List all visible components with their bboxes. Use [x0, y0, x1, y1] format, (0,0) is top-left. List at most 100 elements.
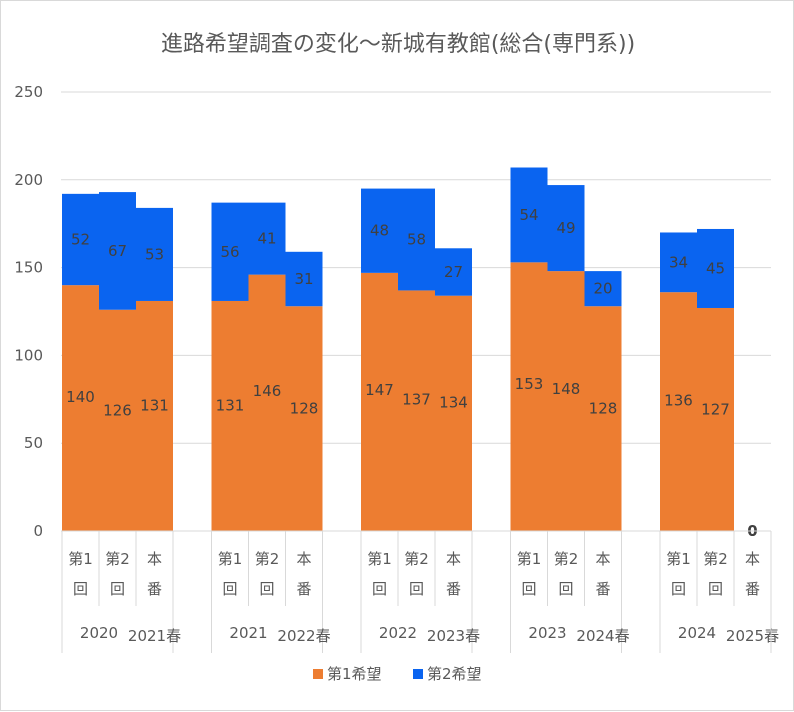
y-tick-label-200: 200 [14, 171, 43, 189]
legend: 第1希望 第2希望 [313, 665, 482, 683]
group-year-label: 2023 [528, 624, 566, 642]
bar-first-choice [584, 306, 622, 531]
category-label-top: 第2 [703, 550, 728, 568]
bar-second-choice [660, 232, 697, 293]
category-label-bottom: 回 [708, 580, 723, 598]
group-exam-label: 2021春 [128, 627, 181, 645]
legend-swatch-second-choice [413, 669, 423, 679]
bar-first-choice [62, 285, 99, 531]
category-label-top: 本 [745, 550, 760, 568]
data-label-second-choice: 54 [519, 206, 538, 224]
bar-second-choice [211, 202, 249, 301]
bar-second-choice [435, 248, 472, 296]
data-label-second-choice: 48 [370, 222, 389, 240]
category-label-bottom: 回 [521, 580, 536, 598]
data-label-first-choice: 153 [515, 375, 544, 393]
category-label-bottom: 回 [110, 580, 125, 598]
bar-second-choice [99, 192, 136, 310]
group-year-label: 2020 [80, 624, 118, 642]
data-label-second-choice: 27 [444, 263, 463, 281]
data-label-first-choice: 128 [290, 399, 319, 417]
bar-first-choice [398, 290, 435, 531]
category-label-top: 第2 [554, 550, 579, 568]
bar-first-choice [435, 295, 472, 531]
y-tick-label-0: 0 [33, 522, 43, 540]
data-label-second-choice: 34 [669, 253, 688, 271]
category-label-bottom: 回 [409, 580, 424, 598]
category-label-top: 第2 [255, 550, 280, 568]
group-year-label: 2021 [229, 624, 267, 642]
bar-first-choice [136, 300, 173, 531]
bar-first-choice [248, 274, 286, 531]
bar-first-choice [285, 306, 323, 531]
legend-swatch-first-choice [313, 669, 323, 679]
data-label-first-choice: 131 [216, 396, 245, 414]
data-label-second-choice: 31 [294, 270, 313, 288]
category-label-top: 本 [147, 550, 162, 568]
bar-first-choice [547, 271, 585, 531]
group-exam-label: 2022春 [277, 627, 330, 645]
category-label-bottom: 番 [446, 580, 461, 598]
category-label-bottom: 番 [147, 580, 162, 598]
bar-second-choice [510, 167, 548, 263]
data-label-second-choice: 52 [71, 231, 90, 249]
category-label-top: 第1 [517, 550, 542, 568]
bar-first-choice [697, 307, 734, 531]
category-label-top: 第1 [68, 550, 93, 568]
data-label-first-choice: 147 [365, 381, 394, 399]
category-label-bottom: 回 [372, 580, 387, 598]
data-label-second-choice: 41 [257, 230, 276, 248]
category-label-bottom: 回 [558, 580, 573, 598]
bar-first-choice [510, 262, 548, 531]
data-label-first-choice: 136 [664, 392, 693, 410]
bar-second-choice [547, 185, 585, 272]
bar-second-choice [285, 251, 323, 307]
category-label-bottom: 番 [296, 580, 311, 598]
chart-title: 進路希望調査の変化〜新城有教館(総合(専門系)) [161, 32, 635, 57]
data-label-first-choice: 127 [701, 400, 730, 418]
category-label-bottom: 番 [595, 580, 610, 598]
group-year-label: 2022 [379, 624, 417, 642]
bar-second-choice [697, 228, 734, 308]
data-label-first-choice: 128 [589, 399, 618, 417]
bar-second-choice [248, 202, 286, 275]
data-label-second-choice: 45 [706, 259, 725, 277]
category-label-top: 第2 [404, 550, 429, 568]
data-label-first-choice: 126 [103, 401, 132, 419]
data-label-second-choice: 49 [556, 219, 575, 237]
category-label-bottom: 回 [259, 580, 274, 598]
data-label-first-choice: 146 [253, 382, 282, 400]
y-tick-label-100: 100 [14, 346, 43, 364]
bar-second-choice [398, 188, 435, 291]
bar-second-choice [361, 188, 398, 273]
category-label-top: 本 [296, 550, 311, 568]
bar-first-choice [99, 309, 136, 531]
group-exam-label: 2024春 [576, 627, 629, 645]
group-exam-label: 2025春 [726, 627, 779, 645]
data-label-first-choice: 148 [552, 380, 581, 398]
category-label-bottom: 番 [745, 580, 760, 598]
category-label-top: 本 [595, 550, 610, 568]
data-label-second-choice: 53 [145, 245, 164, 263]
bar-first-choice [211, 300, 249, 531]
category-label-bottom: 回 [671, 580, 686, 598]
bar-second-choice [62, 193, 99, 286]
data-label-first-choice: 131 [140, 396, 169, 414]
data-label-first-choice: 137 [402, 391, 431, 409]
y-tick-label-250: 250 [14, 83, 43, 101]
data-label-second-choice: 58 [407, 231, 426, 249]
category-label-bottom: 回 [73, 580, 88, 598]
data-label-first-choice: 140 [66, 388, 95, 406]
bar-first-choice [361, 272, 398, 531]
data-label-second-choice: 20 [593, 280, 612, 298]
group-year-label: 2024 [678, 624, 716, 642]
legend-label-second-choice: 第2希望 [427, 665, 482, 683]
group-exam-label: 2023春 [427, 627, 480, 645]
bar-second-choice [136, 207, 173, 301]
bar-second-choice [584, 271, 622, 307]
category-label-top: 本 [446, 550, 461, 568]
category-label-bottom: 回 [222, 580, 237, 598]
